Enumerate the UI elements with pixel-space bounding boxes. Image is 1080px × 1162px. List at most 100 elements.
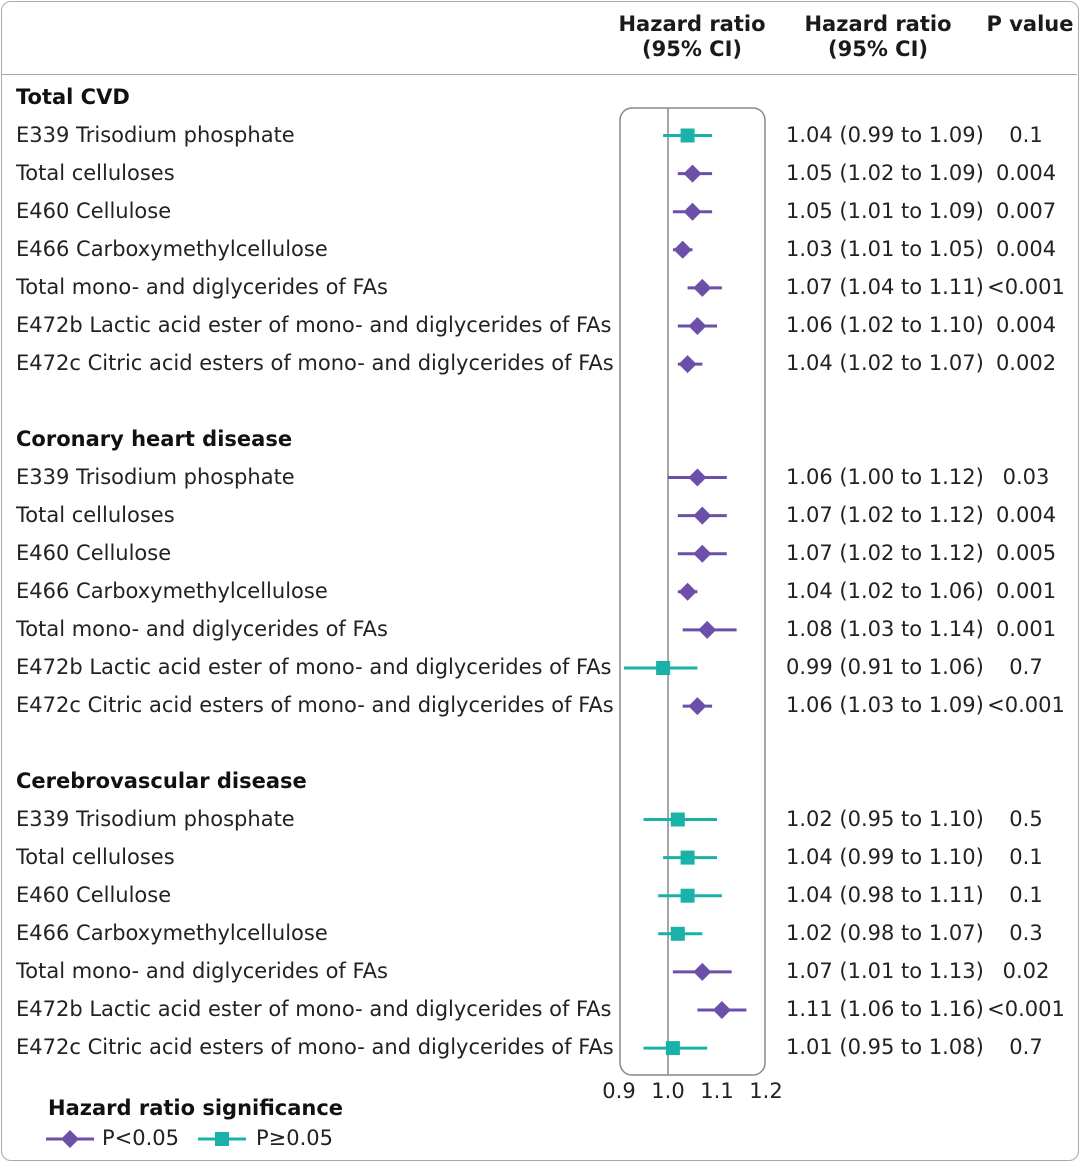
row-label: E460 Cellulose xyxy=(16,540,172,565)
hr-point-diamond xyxy=(678,355,697,374)
row-label: E339 Trisodium phosphate xyxy=(16,122,295,147)
row-hr-ci: 1.08 (1.03 to 1.14) xyxy=(786,616,984,641)
row-label: E472c Citric acid esters of mono- and di… xyxy=(16,693,614,718)
row-p-value: 0.5 xyxy=(1009,806,1043,831)
x-tick-label: 1.2 xyxy=(749,1079,782,1103)
row-hr-ci: 1.04 (0.98 to 1.11) xyxy=(786,882,984,907)
hr-point-square xyxy=(670,926,685,941)
hr-point-square xyxy=(680,850,695,865)
hr-point-diamond xyxy=(688,697,707,716)
row-label: Total celluloses xyxy=(16,844,175,869)
row-hr-ci: 1.07 (1.01 to 1.13) xyxy=(786,958,984,983)
row-label: E466 Carboxymethylcellulose xyxy=(16,236,328,261)
row-p-value: <0.001 xyxy=(987,693,1065,718)
row-hr-ci: 1.07 (1.02 to 1.12) xyxy=(786,540,984,565)
row-hr-ci: 1.05 (1.02 to 1.09) xyxy=(786,160,984,185)
legend-significant-diamond xyxy=(61,1130,79,1148)
hr-point-diamond xyxy=(693,278,712,297)
legend-significant-icon xyxy=(46,1130,94,1148)
hr-point-diamond xyxy=(688,317,707,335)
hr-point-square xyxy=(670,812,685,827)
row-label: E339 Trisodium phosphate xyxy=(16,464,295,489)
section-title: Total CVD xyxy=(16,85,130,109)
x-tick-label: 0.9 xyxy=(602,1079,635,1103)
row-label: E472b Lactic acid ester of mono- and dig… xyxy=(16,313,612,337)
hr-point-diamond xyxy=(688,468,707,487)
row-p-value: 0.7 xyxy=(1009,1035,1043,1060)
legend-nonsignificant-icon xyxy=(198,1132,246,1146)
row-hr-ci: 1.02 (0.95 to 1.10) xyxy=(786,806,984,831)
row-label: E339 Trisodium phosphate xyxy=(16,806,295,831)
row-label: Total celluloses xyxy=(16,160,175,185)
header-p-value-text: P value xyxy=(986,12,1074,36)
row-p-value: 0.02 xyxy=(1002,958,1050,983)
row-hr-ci: 1.03 (1.01 to 1.05) xyxy=(786,236,984,261)
row-p-value: 0.7 xyxy=(1009,655,1043,679)
hr-point-square xyxy=(680,128,695,143)
row-p-value: <0.001 xyxy=(987,997,1065,1021)
row-hr-ci: 1.06 (1.00 to 1.12) xyxy=(786,464,984,489)
header-hr-ci-text: Hazard ratio (95% CI) xyxy=(804,12,952,61)
header-plot-hr-text: Hazard ratio (95% CI) xyxy=(618,12,766,61)
row-p-value: 0.03 xyxy=(1002,464,1050,489)
row-label: E472c Citric acid esters of mono- and di… xyxy=(16,1035,614,1060)
row-label: Total mono- and diglycerides of FAs xyxy=(16,616,388,641)
row-label: E460 Cellulose xyxy=(16,882,172,907)
row-p-value: 0.005 xyxy=(995,540,1057,565)
hr-point-diamond xyxy=(673,240,692,259)
row-p-value: 0.002 xyxy=(995,351,1057,376)
row-p-value: 0.007 xyxy=(995,198,1057,223)
x-tick-label: 1.1 xyxy=(700,1079,733,1103)
row-hr-ci: 1.04 (0.99 to 1.10) xyxy=(786,844,984,869)
plot-panel-box xyxy=(619,107,766,1076)
row-hr-ci: 1.07 (1.04 to 1.11) xyxy=(786,274,984,299)
row-label: Total mono- and diglycerides of FAs xyxy=(16,958,388,983)
row-hr-ci: 0.99 (0.91 to 1.06) xyxy=(786,655,984,679)
row-label: Total celluloses xyxy=(16,502,175,527)
row-p-value: 0.1 xyxy=(1009,122,1043,147)
row-hr-ci: 1.06 (1.03 to 1.09) xyxy=(786,693,984,718)
row-label: Total mono- and diglycerides of FAs xyxy=(16,274,388,299)
row-hr-ci: 1.04 (1.02 to 1.07) xyxy=(786,351,984,376)
section-title: Coronary heart disease xyxy=(16,427,293,451)
legend-nonsignificant: P≥0.05 xyxy=(198,1126,348,1152)
hr-point-square xyxy=(665,1041,680,1056)
row-hr-ci: 1.06 (1.02 to 1.10) xyxy=(786,313,984,337)
row-label: E460 Cellulose xyxy=(16,198,172,223)
hr-point-diamond xyxy=(712,1001,731,1019)
row-p-value: 0.3 xyxy=(1009,920,1043,945)
row-hr-ci: 1.02 (0.98 to 1.07) xyxy=(786,920,984,945)
row-hr-ci: 1.01 (0.95 to 1.08) xyxy=(786,1035,984,1060)
row-label: E466 Carboxymethylcellulose xyxy=(16,920,328,945)
legend-significant-label: P<0.05 xyxy=(102,1126,180,1150)
row-p-value: 0.004 xyxy=(995,502,1057,527)
hr-point-diamond xyxy=(693,544,712,563)
row-p-value: 0.1 xyxy=(1009,882,1043,907)
row-hr-ci: 1.07 (1.02 to 1.12) xyxy=(786,502,984,527)
row-label: E466 Carboxymethylcellulose xyxy=(16,578,328,603)
hr-point-diamond xyxy=(693,506,712,525)
row-p-value: <0.001 xyxy=(987,274,1065,299)
hr-point-diamond xyxy=(693,962,712,981)
section-title: Cerebrovascular disease xyxy=(16,769,307,793)
row-p-value: 0.004 xyxy=(995,160,1057,185)
legend-nonsignificant-square xyxy=(215,1132,229,1146)
row-label: E472b Lactic acid ester of mono- and dig… xyxy=(16,655,612,679)
row-p-value: 0.001 xyxy=(995,616,1057,641)
row-hr-ci: 1.11 (1.06 to 1.16) xyxy=(786,997,984,1021)
header-hr-ci: Hazard ratio (95% CI) xyxy=(798,12,958,62)
hr-point-square xyxy=(656,661,671,675)
legend-title: Hazard ratio significance xyxy=(48,1096,344,1120)
row-label: E472b Lactic acid ester of mono- and dig… xyxy=(16,997,612,1021)
row-p-value: 0.1 xyxy=(1009,844,1043,869)
row-hr-ci: 1.04 (1.02 to 1.06) xyxy=(786,578,984,603)
legend-nonsignificant-label: P≥0.05 xyxy=(256,1126,334,1150)
hr-point-square xyxy=(680,888,695,903)
hr-point-diamond xyxy=(678,582,697,601)
header-plot-hr: Hazard ratio (95% CI) xyxy=(612,12,772,62)
row-p-value: 0.004 xyxy=(995,236,1057,261)
header-p-value: P value xyxy=(980,12,1080,37)
row-p-value: 0.001 xyxy=(995,578,1057,603)
